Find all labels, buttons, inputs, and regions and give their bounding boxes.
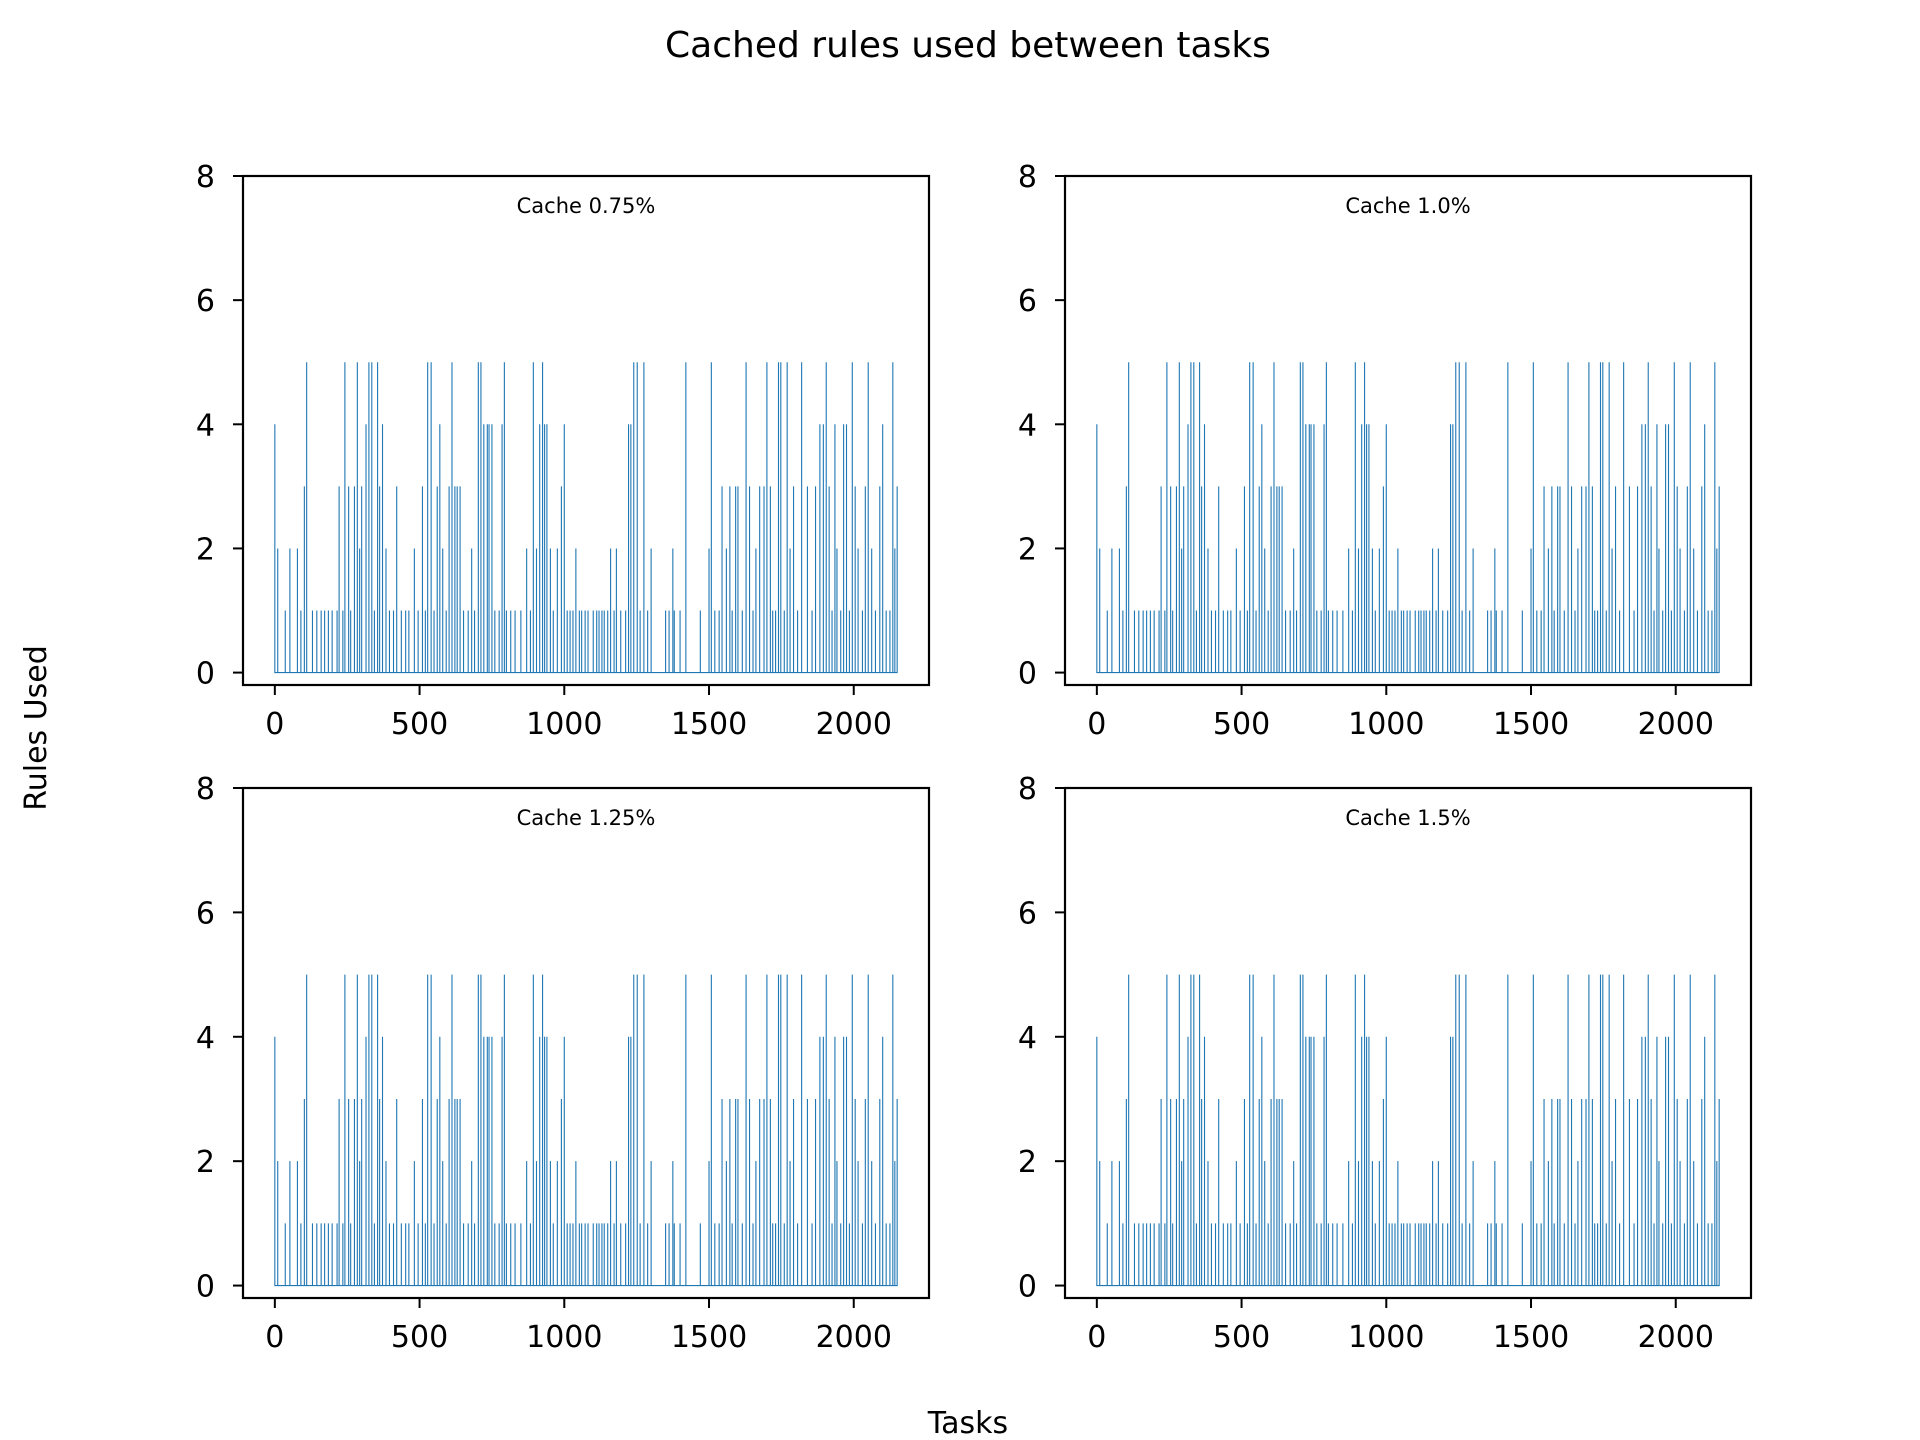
series-line bbox=[274, 362, 898, 674]
series-line bbox=[1096, 362, 1720, 674]
y-tick-label: 6 bbox=[1018, 896, 1037, 931]
y-tick-label: 0 bbox=[196, 657, 215, 692]
series-line bbox=[1096, 974, 1720, 1287]
x-tick-label: 2000 bbox=[816, 707, 892, 742]
subplot-title: Cache 0.75% bbox=[517, 194, 656, 218]
y-tick-label: 6 bbox=[196, 896, 215, 931]
x-tick-label: 2000 bbox=[1638, 1320, 1714, 1355]
axes-frame bbox=[1063, 174, 1753, 687]
subplot-title: Cache 1.25% bbox=[517, 806, 656, 830]
x-tick-label: 1000 bbox=[526, 1320, 602, 1355]
series-line bbox=[274, 974, 898, 1287]
figure-title: Cached rules used between tasks bbox=[665, 25, 1271, 66]
axes-frame bbox=[1063, 786, 1753, 1300]
y-tick-label: 4 bbox=[1018, 408, 1037, 443]
y-tick-label: 4 bbox=[1018, 1021, 1037, 1056]
y-tick-label: 2 bbox=[196, 532, 215, 567]
x-tick-label: 0 bbox=[265, 1320, 284, 1355]
subplot-title: Cache 1.5% bbox=[1345, 806, 1470, 830]
y-tick-label: 8 bbox=[196, 160, 215, 195]
y-tick-label: 0 bbox=[1018, 657, 1037, 692]
x-tick-label: 0 bbox=[1087, 1320, 1106, 1355]
subplot-title: Cache 1.0% bbox=[1345, 194, 1470, 218]
subplot-2: 0 500 1000 1500 2000 0 2 4 6 8 Cache 1.0% bbox=[1018, 160, 1753, 742]
y-tick-label: 4 bbox=[196, 408, 215, 443]
y-tick-label: 0 bbox=[196, 1270, 215, 1305]
x-tick-label: 500 bbox=[1213, 707, 1270, 742]
y-tick-label: 6 bbox=[196, 284, 215, 319]
x-tick-label: 1500 bbox=[1493, 707, 1569, 742]
y-tick-label: 0 bbox=[1018, 1270, 1037, 1305]
x-tick-label: 1000 bbox=[1348, 707, 1424, 742]
x-tick-label: 2000 bbox=[816, 1320, 892, 1355]
y-tick-label: 8 bbox=[1018, 772, 1037, 807]
subplot-1: 0 500 1000 1500 2000 0 2 4 6 8 Cache 0.75% bbox=[196, 160, 931, 742]
figure-ylabel: Rules Used bbox=[19, 645, 54, 811]
y-tick-label: 2 bbox=[196, 1145, 215, 1180]
y-tick-label: 4 bbox=[196, 1021, 215, 1056]
subplot-3: 0 500 1000 1500 2000 0 2 4 6 8 Cache 1.25% bbox=[196, 772, 931, 1355]
x-tick-label: 500 bbox=[1213, 1320, 1270, 1355]
x-tick-label: 500 bbox=[391, 1320, 448, 1355]
x-tick-label: 1500 bbox=[671, 707, 747, 742]
axes-frame bbox=[241, 786, 931, 1300]
y-tick-label: 6 bbox=[1018, 284, 1037, 319]
y-tick-label: 8 bbox=[196, 772, 215, 807]
x-tick-label: 1000 bbox=[526, 707, 602, 742]
x-tick-label: 1500 bbox=[671, 1320, 747, 1355]
x-tick-label: 0 bbox=[1087, 707, 1106, 742]
subplot-4: 0 500 1000 1500 2000 0 2 4 6 8 Cache 1.5% bbox=[1018, 772, 1753, 1355]
x-tick-label: 2000 bbox=[1638, 707, 1714, 742]
axes-frame bbox=[241, 174, 931, 687]
x-tick-label: 0 bbox=[265, 707, 284, 742]
x-tick-label: 500 bbox=[391, 707, 448, 742]
figure-xlabel: Tasks bbox=[927, 1406, 1008, 1440]
y-tick-label: 2 bbox=[1018, 532, 1037, 567]
x-tick-label: 1500 bbox=[1493, 1320, 1569, 1355]
x-tick-label: 1000 bbox=[1348, 1320, 1424, 1355]
y-tick-label: 8 bbox=[1018, 160, 1037, 195]
y-tick-label: 2 bbox=[1018, 1145, 1037, 1180]
